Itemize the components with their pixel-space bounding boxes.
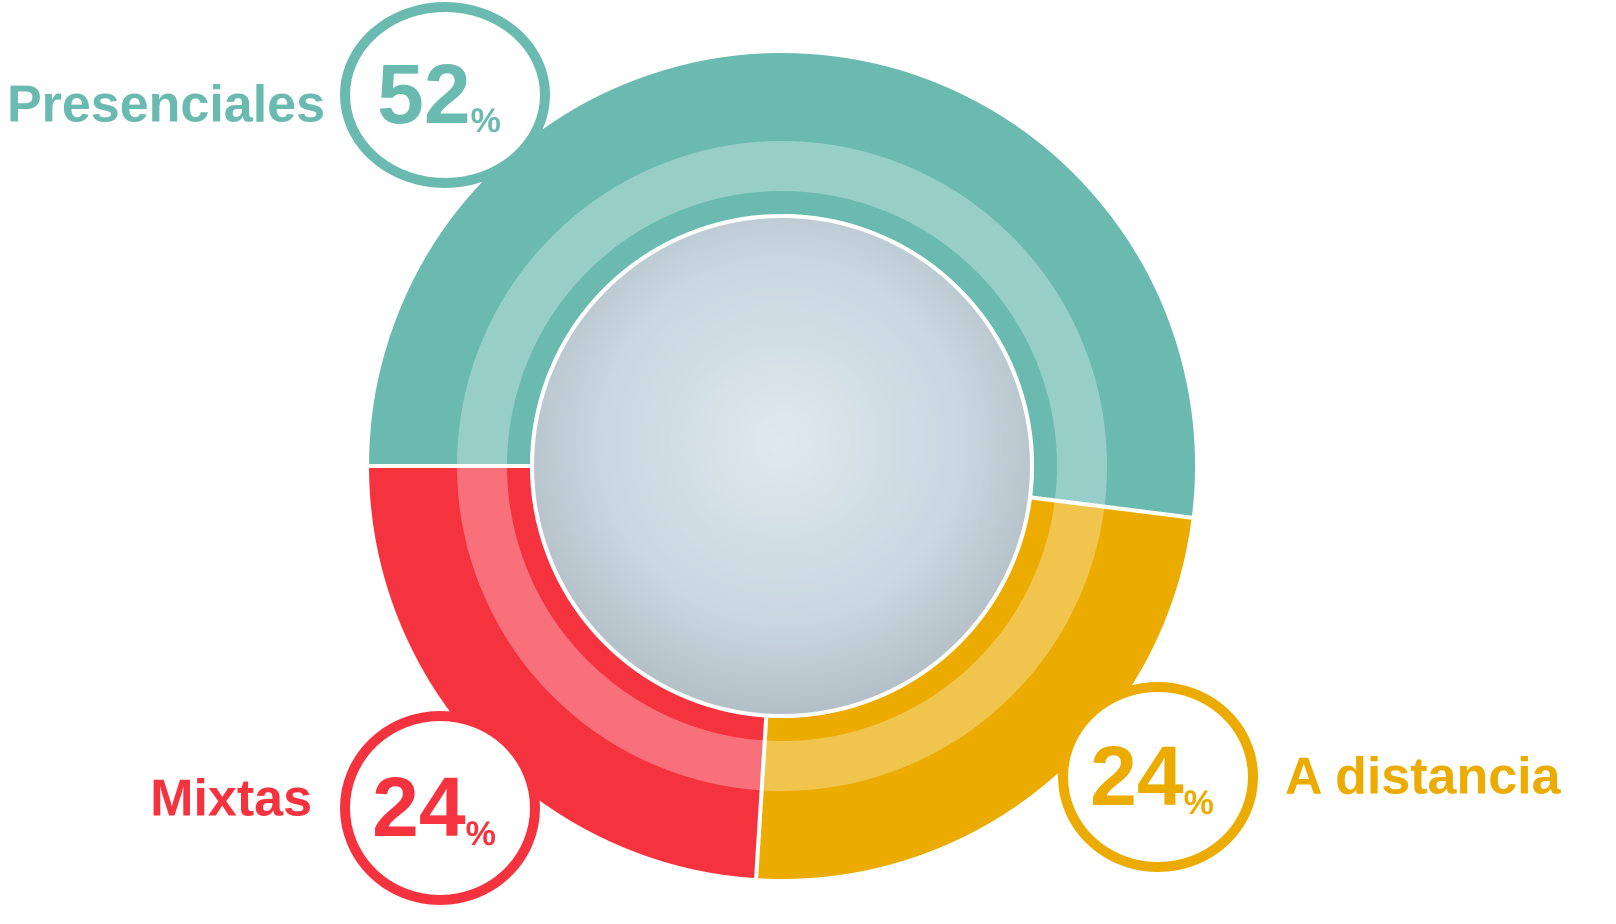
value-unit: % [466,815,496,853]
value-number: 24 [372,760,466,854]
value-number: 24 [1090,729,1184,823]
value-number: 52 [377,47,470,141]
value-unit: % [471,102,501,140]
category-label: Presenciales [7,76,325,134]
center-photo [532,216,1032,716]
chart: Presenciales 52% A distancia 24% Mixtas 24% [0,0,1616,924]
value-unit: % [1184,784,1214,822]
page: Presenciales52%A distancia24%Mixtas24% (… [0,0,1616,924]
category-label: A distancia [1285,748,1562,806]
category-label: Mixtas [150,770,312,828]
